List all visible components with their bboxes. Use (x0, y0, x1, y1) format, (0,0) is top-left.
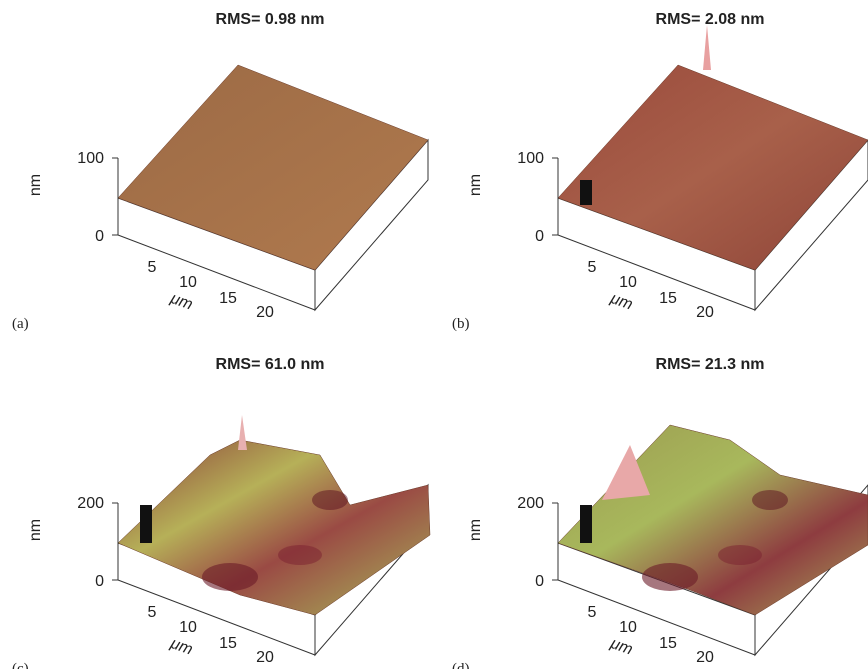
x-label: μm (607, 635, 635, 659)
x-tick-label: 5 (148, 604, 157, 621)
x-tick-label: 5 (588, 259, 597, 276)
z-label: nm (467, 174, 484, 196)
panel: RMS= 0.98 nm nm 100 0 5 10 15 20 μm (a) (12, 11, 428, 332)
x-tick-label: 5 (588, 604, 597, 621)
spike (703, 25, 711, 70)
x-tick-label: 10 (179, 619, 197, 636)
title: RMS= 2.08 nm (656, 11, 765, 28)
z-tick-label: 100 (77, 150, 104, 167)
spike (238, 415, 247, 450)
panel-label: (b) (452, 316, 470, 332)
z-tick-label: 100 (517, 150, 544, 167)
valley (718, 545, 762, 565)
x-tick-label: 15 (659, 290, 677, 307)
x-label: μm (607, 290, 635, 314)
x-tick-label: 15 (219, 290, 237, 307)
valley (312, 490, 348, 510)
valley (202, 563, 258, 591)
panel-label: (c) (12, 661, 29, 669)
panel: RMS= 2.08 nm nm 100 0 5 10 15 20 μm (b) (452, 11, 868, 332)
z-tick-label: 200 (77, 495, 104, 512)
panel-label: (d) (452, 661, 470, 669)
x-label: μm (167, 290, 195, 314)
x-tick-label: 20 (256, 304, 274, 321)
x-tick-label: 20 (256, 649, 274, 666)
panel: RMS= 61.0 nm nm 200 0 5 10 15 20 μm (c) (12, 356, 430, 669)
z-label: nm (27, 174, 44, 196)
z-label: nm (467, 519, 484, 541)
x-tick-label: 15 (219, 635, 237, 652)
x-tick-label: 10 (179, 274, 197, 291)
valley (278, 545, 322, 565)
x-tick-label: 20 (696, 649, 714, 666)
x-tick-label: 10 (619, 619, 637, 636)
z-label: nm (27, 519, 44, 541)
z-tick-label: 0 (535, 228, 544, 245)
panel-label: (a) (12, 316, 29, 332)
valley (752, 490, 788, 510)
z-tick-label: 0 (95, 573, 104, 590)
x-tick-label: 5 (148, 259, 157, 276)
scale-bar (140, 505, 152, 543)
z-tick-label: 0 (535, 573, 544, 590)
scale-bar (580, 505, 592, 543)
x-tick-label: 10 (619, 274, 637, 291)
x-tick-label: 20 (696, 304, 714, 321)
title: RMS= 0.98 nm (216, 11, 325, 28)
valley (642, 563, 698, 591)
z-tick-label: 200 (517, 495, 544, 512)
title: RMS= 61.0 nm (216, 356, 325, 373)
title: RMS= 21.3 nm (656, 356, 765, 373)
x-tick-label: 15 (659, 635, 677, 652)
panel: RMS= 21.3 nm nm 200 0 5 10 15 20 μm (d) (452, 356, 868, 669)
x-label: μm (167, 635, 195, 659)
figure: RMS= 0.98 nmnm10005101520μm(a)RMS= 2.08 … (0, 0, 868, 669)
scale-bar (580, 180, 592, 205)
z-tick-label: 0 (95, 228, 104, 245)
